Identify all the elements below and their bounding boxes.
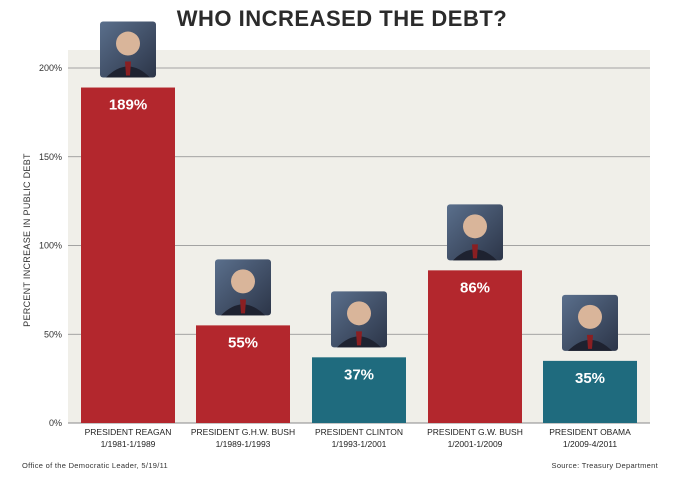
portrait-face	[463, 214, 487, 239]
y-tick-label: 200%	[39, 63, 62, 73]
portrait	[331, 291, 387, 348]
portrait-tie	[356, 331, 362, 346]
x-tick-label-term: 1/1993-1/2001	[332, 439, 387, 449]
y-axis-ticks: 0% 50% 100% 150% 200%	[39, 63, 62, 428]
x-tick-label-name: PRESIDENT REAGAN	[85, 427, 172, 437]
portrait-face	[578, 304, 602, 329]
data-label: 35%	[575, 370, 605, 387]
portrait-tie	[240, 299, 246, 314]
y-tick-label: 100%	[39, 241, 62, 251]
portraits	[100, 21, 618, 351]
portrait	[562, 294, 618, 351]
bar	[428, 270, 522, 423]
data-label: 55%	[228, 334, 258, 351]
data-label: 37%	[344, 366, 374, 383]
x-tick-label-name: PRESIDENT OBAMA	[549, 427, 631, 437]
portrait	[100, 21, 156, 78]
x-axis-labels: PRESIDENT REAGAN 1/1981-1/1989 PRESIDENT G…	[85, 427, 631, 449]
portrait-tie	[472, 244, 478, 259]
bars	[81, 87, 637, 424]
portrait	[447, 204, 503, 261]
portrait-face	[116, 31, 140, 56]
chart-title: WHO INCREASED THE DEBT?	[176, 6, 508, 31]
y-tick-label: 0%	[49, 418, 62, 428]
x-tick-label-term: 1/2009-4/2011	[563, 439, 617, 449]
data-label: 86%	[460, 279, 490, 296]
x-tick-label-name: PRESIDENT G.W. BUSH	[427, 427, 523, 437]
footer-source-treasury: Source: Treasury Department	[551, 461, 658, 470]
portrait	[215, 259, 271, 316]
x-tick-label-name: PRESIDENT CLINTON	[315, 427, 403, 437]
x-tick-label-term: 1/2001-1/2009	[448, 439, 503, 449]
bar	[196, 325, 290, 423]
data-label: 189%	[109, 97, 147, 114]
y-tick-label: 50%	[44, 329, 62, 339]
footer-source-office: Office of the Democratic Leader, 5/19/11	[22, 461, 168, 470]
portrait-tie	[587, 334, 593, 349]
y-tick-label: 150%	[39, 152, 62, 162]
data-labels: 189% 55% 37% 86% 35%	[109, 97, 605, 387]
portrait-face	[347, 301, 371, 326]
portrait-tie	[125, 61, 131, 76]
bar	[312, 357, 406, 423]
x-tick-label-name: PRESIDENT G.H.W. BUSH	[191, 427, 295, 437]
bar	[81, 87, 175, 424]
portrait-face	[231, 269, 255, 294]
x-tick-label-term: 1/1981-1/1989	[101, 439, 156, 449]
bar	[543, 360, 637, 423]
x-tick-label-term: 1/1989-1/1993	[216, 439, 271, 449]
